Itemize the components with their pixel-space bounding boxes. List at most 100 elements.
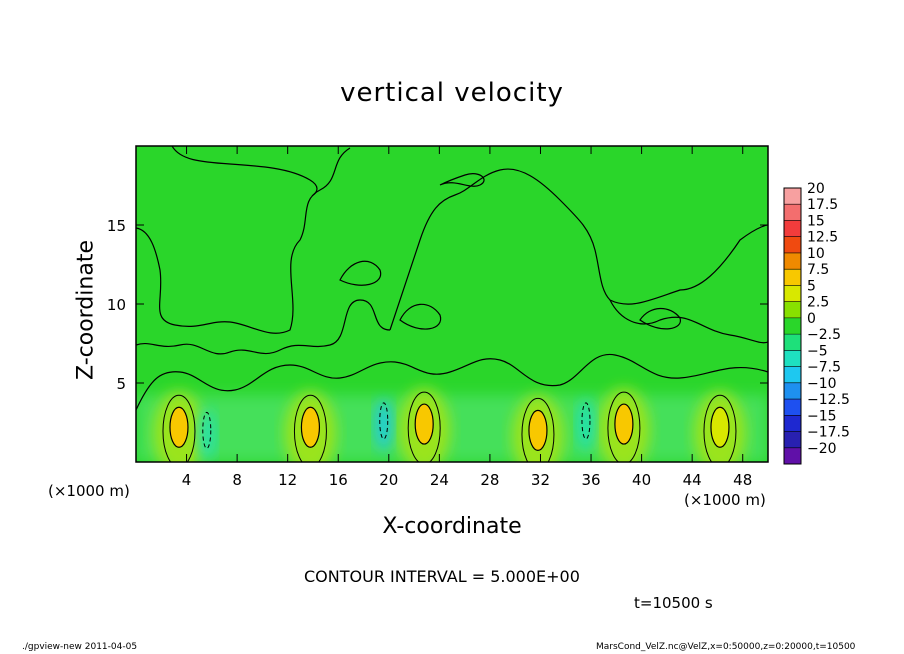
colorbar-swatch [784,399,801,416]
updraft-outer-contour [703,394,737,462]
field-shading [136,388,768,462]
colorbar-label: −10 [807,376,837,392]
contour-line-low [136,353,768,411]
y-axis-label: Z-coordinate [73,240,99,380]
downdraft-layer [197,398,595,461]
colorbar-label: 17.5 [807,197,838,213]
updraft-contour [710,406,730,448]
contour-line-bump-2 [339,260,382,286]
y-tick-label: 15 [107,217,126,235]
colorbar-label: 12.5 [807,230,838,246]
lower-layer-shading [136,395,768,462]
contour-lines [136,146,768,462]
contour-line-top-left [171,146,318,197]
x-tick-label: 36 [581,471,600,489]
updraft-outer-contour [407,391,441,462]
colorbar-label: 20 [807,181,825,197]
y-unit-label: (×1000 m) [48,482,130,500]
colorbar-label: 0 [807,311,816,327]
colorbar-swatch [784,431,801,448]
x-tick-label: 12 [278,471,297,489]
updraft-outer-contour [293,394,327,462]
contour-line-bump-4 [639,307,681,330]
footer-left: ./gpview-new 2011-04-05 [22,642,138,652]
updraft-core [528,410,547,451]
updraft-contour [614,403,634,445]
colorbar-swatch [784,350,801,367]
downdraft-contour [202,411,212,449]
updraft-core [614,404,633,445]
contour-line-bump-1 [439,173,485,187]
colorbar-label: −2.5 [807,327,841,343]
updraft-contour [169,406,189,448]
updraft-core [301,407,320,448]
colorbar-label: 10 [807,246,825,262]
colorbar-label: −15 [807,408,837,424]
x-tick-label: 48 [733,471,752,489]
x-axis-label: X-coordinate [382,514,522,539]
core-contours [162,391,737,462]
colorbar-swatch [784,366,801,383]
colorbar-swatch [784,220,801,237]
downdraft-contour [581,402,591,440]
updraft-core [710,407,729,448]
updraft-outer-contour [521,397,555,462]
contour-line-dome [389,168,768,331]
x-tick-label: 40 [632,471,651,489]
colorbar-swatch [784,269,801,286]
colorbar-swatch [784,334,801,351]
x-tick-label: 4 [182,471,192,489]
x-axis-ticks: 4 8 12 16 20 24 28 32 36 40 44 48 [182,146,752,489]
colorbar-label: −17.5 [807,425,850,441]
time-label: t=10500 s [634,594,713,612]
colorbar-label: −20 [807,441,837,457]
y-tick-label: 5 [116,375,126,393]
colorbar-swatch [784,317,801,335]
contour-line-mid [136,299,391,355]
colorbar-swatch [784,252,801,270]
footer-right: MarsCond_VelZ.nc@VelZ,x=0:50000,z=0:2000… [596,642,856,652]
updraft-contour [528,409,548,451]
colorbar-swatch [784,204,801,221]
colorbar-swatch [784,301,801,318]
colorbar-swatch [784,415,801,432]
y-axis-ticks: 5 10 15 [107,217,768,393]
colorbar-swatch [784,236,801,253]
x-tick-label: 20 [379,471,398,489]
colorbar-label: −5 [807,343,828,359]
colorbar-label: 2.5 [807,295,829,311]
colorbar: 2017.51512.5107.552.50−2.5−5−7.5−10−12.5… [783,181,850,465]
updraft-outer-contour [162,394,196,462]
x-tick-label: 8 [232,471,242,489]
contour-interval-text: CONTOUR INTERVAL = 5.000E+00 [304,567,580,586]
colorbar-label: 5 [807,278,816,294]
colorbar-label: 15 [807,213,825,229]
y-tick-label: 10 [107,296,126,314]
x-unit-label: (×1000 m) [684,491,766,509]
downdraft-contour [379,402,389,440]
colorbar-label: 7.5 [807,262,829,278]
chart-title: vertical velocity [340,78,564,108]
x-tick-label: 28 [480,471,499,489]
updraft-contour [300,406,321,448]
x-tick-label: 16 [329,471,348,489]
updraft-core [169,407,188,448]
updraft-outer-contour [607,391,641,462]
colorbar-swatch [784,285,801,302]
updraft-core [415,404,434,445]
colorbar-swatch [784,188,801,205]
x-tick-label: 24 [430,471,449,489]
downdraft-halo [197,408,216,461]
contour-line-right [609,299,768,344]
updraft-contour [414,403,434,445]
downdraft-halo [576,398,595,451]
x-tick-label: 32 [531,471,550,489]
colorbar-label: −7.5 [807,360,841,376]
x-tick-label: 44 [683,471,702,489]
colorbar-swatch [784,382,801,400]
contour-line-bump-3 [399,303,442,330]
colorbar-swatch [784,447,801,464]
colorbar-label: −12.5 [807,392,850,408]
